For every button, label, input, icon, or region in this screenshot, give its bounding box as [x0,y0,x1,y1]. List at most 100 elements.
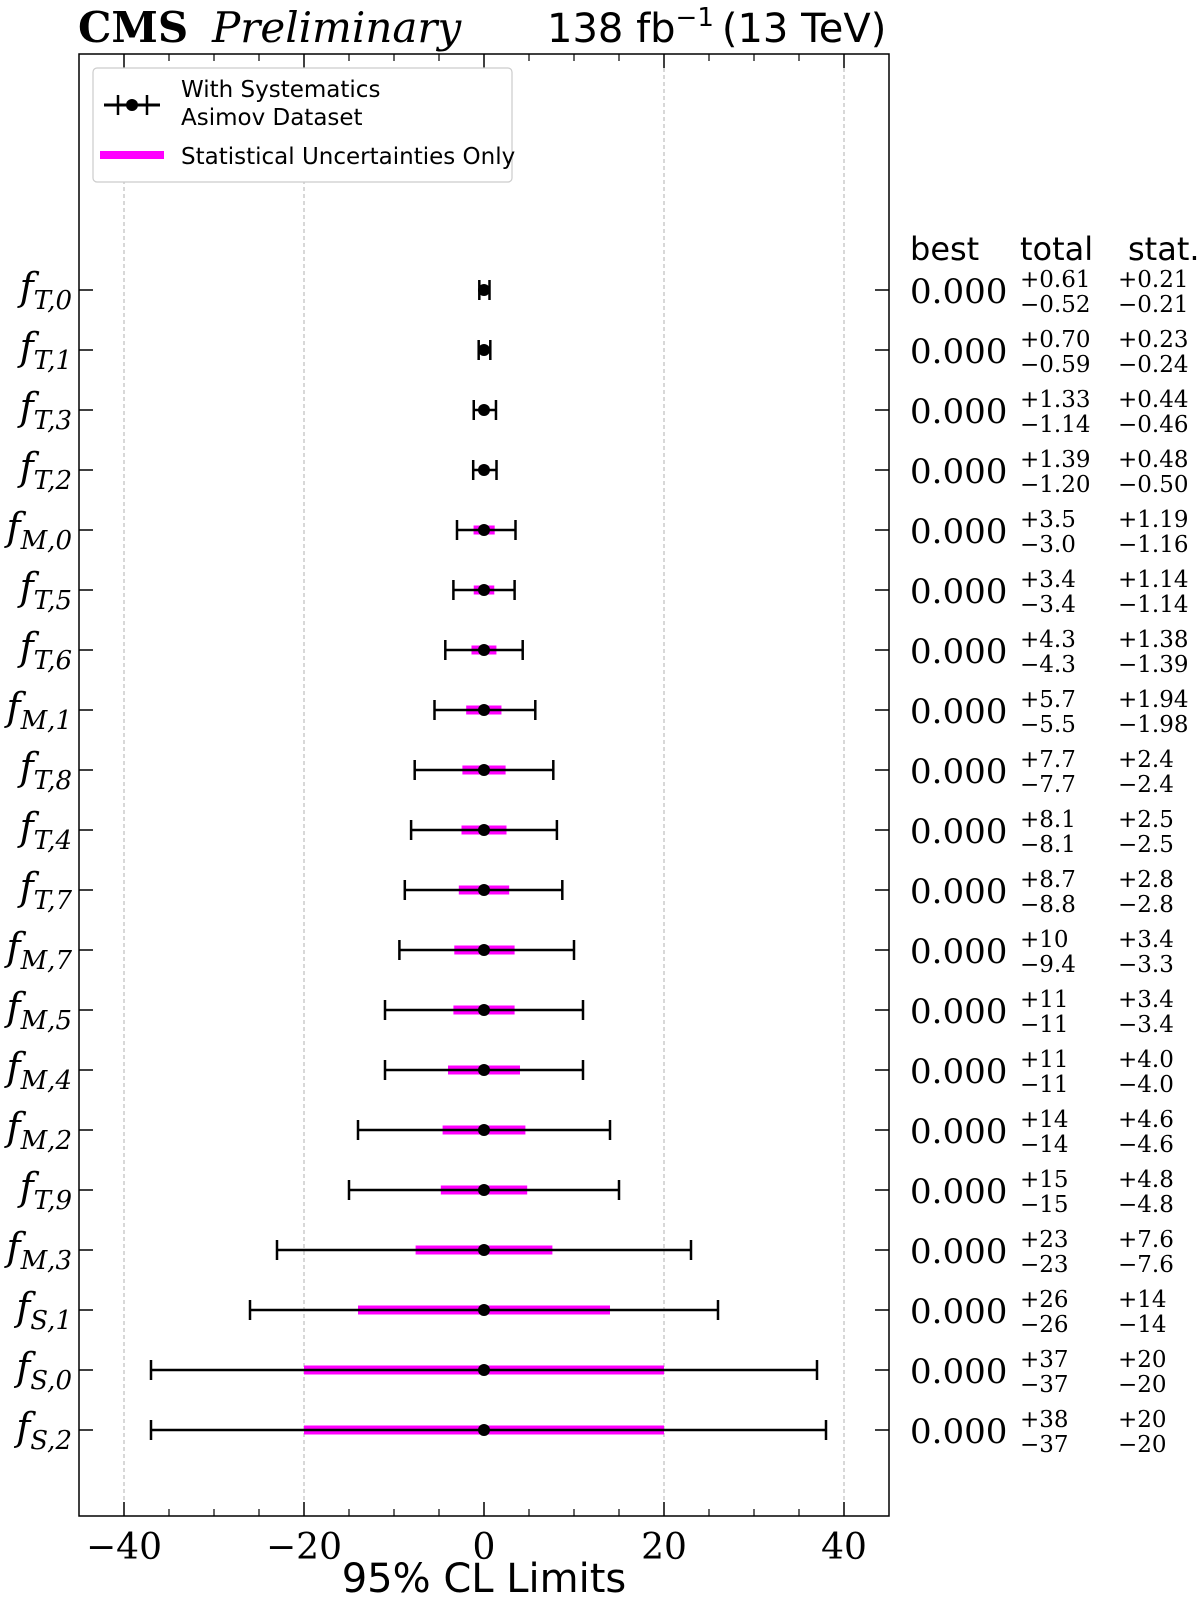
x-tick-label: 0 [473,1527,496,1568]
stat-up: +20 [1118,1347,1167,1373]
y-axis-labels: fT,0 fT,1 fT,3 fT,2 fM,0 fT,5 fT,6 fM,1 fT,8 fT,4… [3,265,72,1456]
stat-up: +2.5 [1118,807,1174,833]
parameter-label: fS,2 [13,1405,72,1456]
best-fit-point [478,1244,490,1256]
total-down: −11 [1020,1072,1069,1098]
total-down: −26 [1020,1312,1069,1338]
total-up: +1.39 [1020,447,1090,473]
stat-down: −4.6 [1118,1132,1174,1158]
legend-stat-label: Statistical Uncertainties Only [181,144,515,170]
total-down: −5.5 [1020,712,1076,738]
best-value: 0.000 [910,932,1007,972]
best-value: 0.000 [910,1172,1007,1212]
parameter-subscript: T,7 [34,886,73,916]
total-up: +5.7 [1020,687,1076,713]
best-fit-point [478,404,490,416]
stat-down: −1.16 [1118,532,1188,558]
stat-down: −1.98 [1118,712,1188,738]
parameter-label: fT,3 [17,385,72,436]
stat-down: −3.4 [1118,1012,1174,1038]
total-down: −37 [1020,1372,1069,1398]
total-up: +7.7 [1020,747,1076,773]
total-down: −1.20 [1020,472,1090,498]
parameter-subscript: T,3 [34,406,72,436]
parameter-label: fT,9 [17,1165,72,1216]
x-tick-label: 20 [641,1527,687,1568]
best-fit-point [478,464,490,476]
stat-down: −20 [1118,1432,1167,1458]
x-tick-label: −40 [86,1527,162,1568]
stat-up: +4.8 [1118,1167,1174,1193]
best-value: 0.000 [910,392,1007,432]
parameter-subscript: T,6 [34,646,72,676]
total-up: +0.70 [1020,327,1090,353]
grid-lines [123,54,845,1516]
total-up: +8.1 [1020,807,1076,833]
total-up: +3.5 [1020,507,1076,533]
total-down: −15 [1020,1192,1069,1218]
total-up: +11 [1020,987,1069,1013]
best-value: 0.000 [910,1052,1007,1092]
total-up: +14 [1020,1107,1069,1133]
stat-down: −14 [1118,1312,1167,1338]
stat-up: +3.4 [1118,987,1174,1013]
best-fit-point [478,1124,490,1136]
parameter-subscript: S,1 [30,1306,72,1336]
stat-down: −4.8 [1118,1192,1174,1218]
parameter-label: fT,4 [17,805,72,856]
stat-down: −2.8 [1118,892,1174,918]
best-fit-point [478,1424,490,1436]
best-value: 0.000 [910,812,1007,852]
stat-up: +1.38 [1118,627,1188,653]
parameter-label: fT,0 [17,265,72,316]
total-down: −3.0 [1020,532,1076,558]
best-value: 0.000 [910,272,1007,312]
stat-down: −0.21 [1118,292,1188,318]
parameter-subscript: T,9 [34,1186,72,1216]
luminosity-value: 138 fb [547,6,676,52]
parameter-subscript: S,2 [30,1426,72,1456]
parameter-subscript: T,0 [34,286,72,316]
total-down: −7.7 [1020,772,1076,798]
y-axis-ticks [79,289,889,1431]
total-up: +38 [1020,1407,1069,1433]
best-fit-point [478,704,490,716]
total-up: +26 [1020,1287,1069,1313]
header-total: total [1020,230,1093,268]
stat-down: −2.4 [1118,772,1174,798]
stat-up: +7.6 [1118,1227,1174,1253]
total-up: +0.61 [1020,267,1090,293]
best-fit-point [478,944,490,956]
parameter-subscript: T,5 [34,586,72,616]
total-down: −14 [1020,1132,1069,1158]
parameter-label: fT,1 [17,325,72,376]
best-value: 0.000 [910,632,1007,672]
total-up: +8.7 [1020,867,1076,893]
total-down: −9.4 [1020,952,1076,978]
best-value: 0.000 [910,1112,1007,1152]
best-fit-point [478,644,490,656]
legend-syst-label-1: With Systematics [181,77,380,103]
parameter-subscript: M,0 [20,526,72,556]
header-stat: stat. [1128,230,1200,268]
results-table: 0.000 +0.61−0.52 +0.21−0.21 0.000 +0.70−0.59… [910,267,1188,1458]
stat-up: +1.14 [1118,567,1188,593]
best-value: 0.000 [910,572,1007,612]
total-up: +4.3 [1020,627,1076,653]
parameter-label: fS,0 [13,1345,72,1396]
best-fit-point [478,764,490,776]
total-down: −1.14 [1020,412,1090,438]
legend: With Systematics Asimov Dataset Statisti… [92,67,515,183]
total-down: −37 [1020,1432,1069,1458]
best-fit-point [478,1184,490,1196]
best-fit-point [478,524,490,536]
best-value: 0.000 [910,1232,1007,1272]
total-down: −0.52 [1020,292,1090,318]
parameter-label: fT,2 [17,445,72,496]
stat-up: +2.8 [1118,867,1174,893]
stat-up: +4.6 [1118,1107,1174,1133]
x-axis: −40 −20 0 20 40 [86,54,867,1568]
stat-down: −1.39 [1118,652,1188,678]
stat-down: −2.5 [1118,832,1174,858]
parameter-subscript: T,1 [34,346,72,376]
